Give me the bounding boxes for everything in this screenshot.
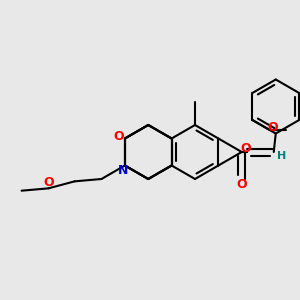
Text: O: O [43, 176, 54, 189]
Text: O: O [113, 130, 124, 143]
Text: N: N [118, 164, 128, 177]
Text: O: O [268, 121, 278, 134]
Text: O: O [236, 178, 247, 190]
Text: H: H [277, 151, 286, 161]
Text: O: O [241, 142, 251, 154]
